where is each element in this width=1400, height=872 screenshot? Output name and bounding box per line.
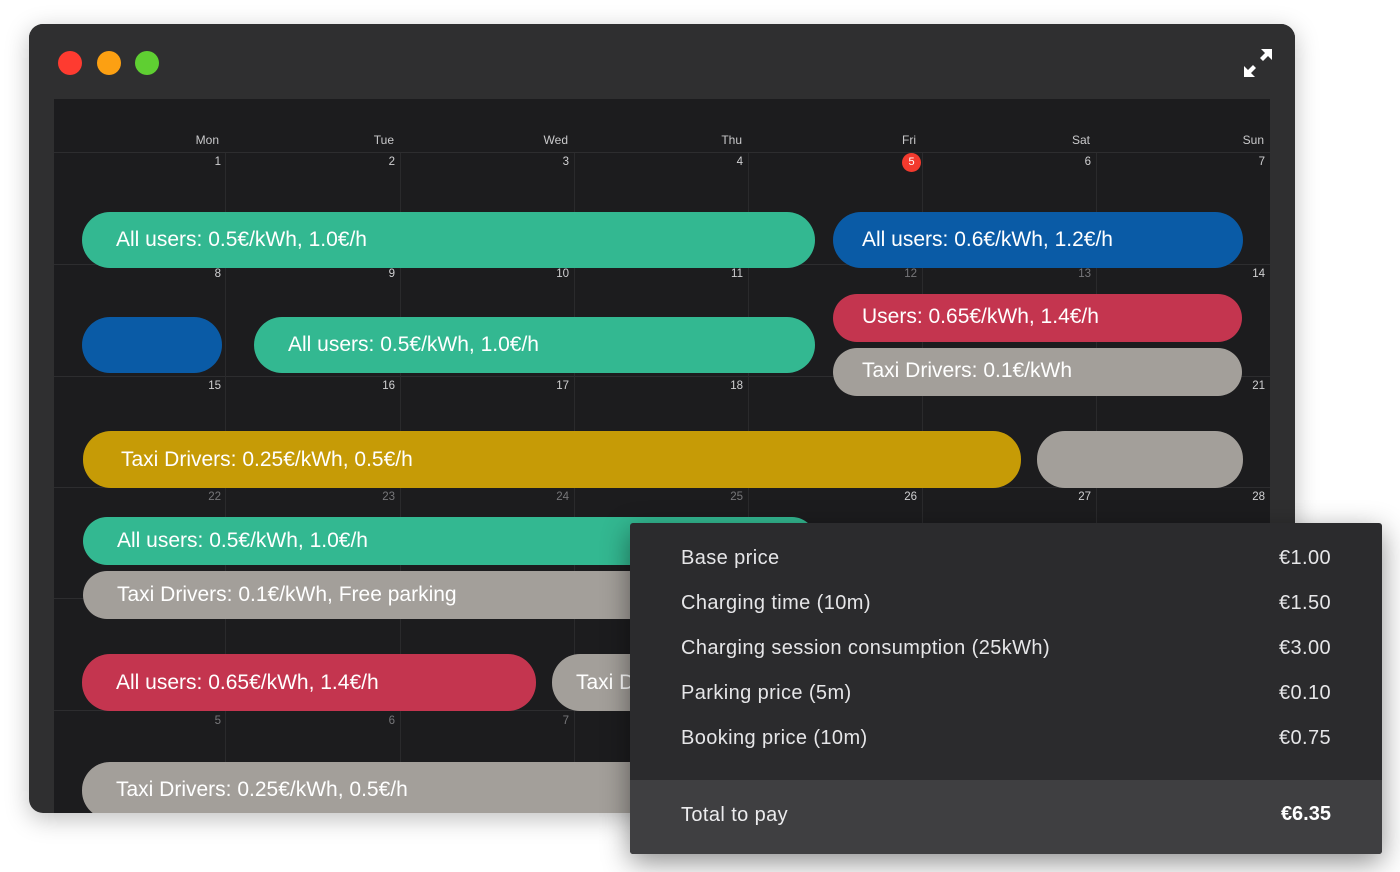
- date-cell[interactable]: 7: [562, 715, 569, 727]
- minimize-dot-icon[interactable]: [97, 51, 121, 75]
- date-cell[interactable]: 14: [1252, 268, 1265, 280]
- date-cell[interactable]: 24: [556, 491, 569, 503]
- price-row: Charging time (10m) €1.50: [681, 592, 1331, 622]
- price-row: Booking price (10m) €0.75: [681, 727, 1331, 757]
- price-value: €1.00: [1278, 547, 1331, 569]
- date-cell[interactable]: 12: [904, 268, 917, 280]
- date-cell[interactable]: 9: [388, 268, 395, 280]
- date-cell[interactable]: 3: [562, 156, 569, 168]
- day-header-thu: Thu: [721, 133, 742, 147]
- date-cell[interactable]: 22: [208, 491, 221, 503]
- price-row: Base price €1.00: [681, 547, 1331, 577]
- grid-line: [54, 152, 1270, 153]
- day-header-sun: Sun: [1242, 133, 1264, 147]
- close-dot-icon[interactable]: [58, 51, 82, 75]
- date-cell[interactable]: 1: [214, 156, 221, 168]
- today-marker[interactable]: 5: [902, 153, 921, 172]
- date-cell[interactable]: 27: [1078, 491, 1091, 503]
- pricing-event[interactable]: All users: 0.6€/kWh, 1.2€/h: [833, 212, 1243, 268]
- date-cell[interactable]: 6: [388, 715, 395, 727]
- price-row: Charging session consumption (25kWh) €3.…: [681, 637, 1331, 667]
- date-cell[interactable]: 10: [556, 268, 569, 280]
- price-label: Base price: [681, 547, 780, 569]
- pricing-event[interactable]: [82, 317, 222, 373]
- day-header-fri: Fri: [902, 133, 916, 147]
- zoom-dot-icon[interactable]: [135, 51, 159, 75]
- date-cell[interactable]: 7: [1258, 156, 1265, 168]
- title-bar: [29, 24, 1295, 99]
- day-header-mon: Mon: [195, 133, 219, 147]
- price-value: €0.75: [1278, 727, 1331, 749]
- price-label: Parking price (5m): [681, 682, 852, 704]
- date-cell[interactable]: 25: [730, 491, 743, 503]
- date-cell[interactable]: 17: [556, 380, 569, 392]
- date-cell[interactable]: 21: [1252, 380, 1265, 392]
- total-value: €6.35: [1280, 803, 1331, 825]
- price-value: €0.10: [1278, 682, 1331, 704]
- date-cell[interactable]: 11: [731, 268, 743, 280]
- date-cell[interactable]: 13: [1078, 268, 1091, 280]
- expand-icon[interactable]: [1242, 47, 1274, 79]
- date-cell[interactable]: 2: [388, 156, 395, 168]
- price-value: €1.50: [1278, 592, 1331, 614]
- pricing-event[interactable]: Taxi Drivers: 0.1€/kWh: [833, 348, 1242, 396]
- date-cell[interactable]: 28: [1252, 491, 1265, 503]
- date-cell[interactable]: 18: [730, 380, 743, 392]
- day-header-tue: Tue: [373, 133, 394, 147]
- pricing-event[interactable]: Taxi Drivers: 0.25€/kWh, 0.5€/h: [83, 431, 1021, 488]
- app-window: Mon Tue Wed Thu Fri Sat Sun 1 2 3 4 5 6 …: [29, 24, 1295, 813]
- date-cell[interactable]: 26: [904, 491, 917, 503]
- day-header-wed: Wed: [543, 133, 568, 147]
- pricing-event[interactable]: Users: 0.65€/kWh, 1.4€/h: [833, 294, 1242, 342]
- month-calendar: Mon Tue Wed Thu Fri Sat Sun 1 2 3 4 5 6 …: [54, 99, 1270, 813]
- price-row: Parking price (5m) €0.10: [681, 682, 1331, 712]
- date-cell[interactable]: 8: [214, 268, 221, 280]
- date-cell[interactable]: 6: [1084, 156, 1091, 168]
- grid-line: [54, 376, 1270, 377]
- pricing-event[interactable]: All users: 0.5€/kWh, 1.0€/h: [254, 317, 815, 373]
- total-row: Total to pay €6.35: [630, 780, 1382, 854]
- price-label: Charging time (10m): [681, 592, 871, 614]
- price-breakdown-popup: Base price €1.00 Charging time (10m) €1.…: [630, 523, 1382, 854]
- date-cell[interactable]: 16: [382, 380, 395, 392]
- day-header-sat: Sat: [1071, 133, 1090, 147]
- date-cell[interactable]: 4: [736, 156, 743, 168]
- price-label: Booking price (10m): [681, 727, 868, 749]
- date-cell[interactable]: 23: [382, 491, 395, 503]
- date-cell[interactable]: 5: [214, 715, 221, 727]
- pricing-event[interactable]: All users: 0.65€/kWh, 1.4€/h: [82, 654, 536, 711]
- date-cell[interactable]: 15: [208, 380, 221, 392]
- pricing-event[interactable]: All users: 0.5€/kWh, 1.0€/h: [82, 212, 815, 268]
- pricing-event[interactable]: [1037, 431, 1243, 488]
- total-label: Total to pay: [681, 804, 789, 826]
- price-label: Charging session consumption (25kWh): [681, 637, 1051, 659]
- price-value: €3.00: [1278, 637, 1331, 659]
